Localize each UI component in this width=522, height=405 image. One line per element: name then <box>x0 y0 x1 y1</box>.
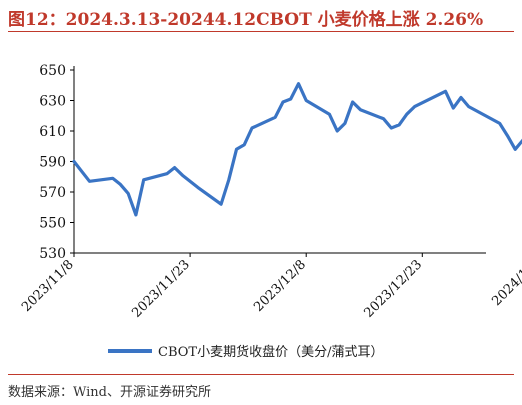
y-tick-label: 630 <box>39 94 66 110</box>
y-tick-label: 650 <box>39 63 66 79</box>
x-tick-label: 2023/11/8 <box>19 257 77 315</box>
legend-label: CBOT小麦期货收盘价（美分/蒲式耳） <box>158 345 384 360</box>
series-line-cbot-wheat <box>72 82 522 217</box>
y-axis-ticks: 530 550 570 590 610 630 650 <box>39 63 74 262</box>
y-tick-label: 610 <box>39 124 66 140</box>
x-tick-label: 2024/1/7 <box>489 257 522 309</box>
chart-axes <box>73 66 486 254</box>
y-tick-label: 530 <box>39 246 66 262</box>
y-tick-label: 550 <box>39 216 66 232</box>
x-tick-label: 2023/11/23 <box>129 257 193 321</box>
legend-line-swatch <box>108 348 152 353</box>
y-tick-label: 570 <box>39 185 66 201</box>
footer-divider <box>8 374 514 375</box>
x-tick-label: 2023/12/23 <box>362 257 426 321</box>
y-tick-label: 590 <box>39 155 66 171</box>
chart-legend: CBOT小麦期货收盘价（美分/蒲式耳） <box>108 341 383 360</box>
x-tick-label: 2023/12/8 <box>251 257 309 315</box>
x-axis-ticks: 2023/11/8 2023/11/23 2023/12/8 2023/12/23 20… <box>19 253 522 321</box>
source-note: 数据来源：Wind、开源证券研究所 <box>8 385 211 400</box>
figure-title: 图12：2024.3.13-20244.12CBOT 小麦价格上涨 2.26% <box>8 10 484 30</box>
title-divider <box>8 31 514 32</box>
line-chart: 530 550 570 590 610 630 650 2023/11/8 2023/11/2… <box>19 63 522 321</box>
series-group <box>72 82 522 217</box>
